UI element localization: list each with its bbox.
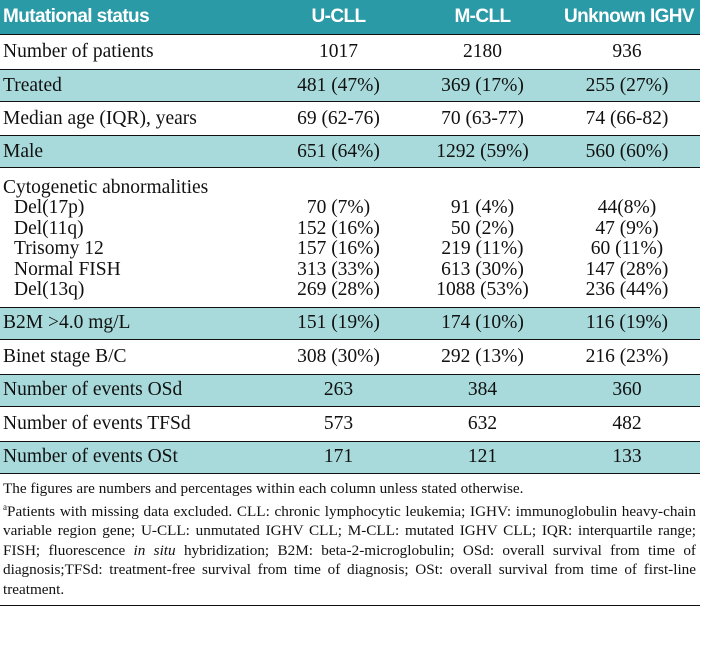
table-row: Number of events OSt 171 121 133 bbox=[0, 440, 700, 473]
cytogenetics-title: Cytogenetic abnormalities bbox=[0, 167, 266, 198]
row-label: B2M >4.0 mg/L bbox=[0, 306, 266, 339]
cell-unknown-ighv: 216 (23%) bbox=[554, 338, 700, 374]
header-u-cll: U-CLL bbox=[266, 0, 411, 35]
footnote-line-2: aPatients with missing data excluded. CL… bbox=[3, 501, 696, 598]
cell-m-cll: 632 bbox=[411, 405, 554, 441]
header-mutational-status: Mutational status bbox=[0, 0, 266, 35]
cell-unknown-ighv: 47 (9%) bbox=[595, 217, 659, 239]
table-row: B2M >4.0 mg/L 151 (19%) 174 (10%) 116 (1… bbox=[0, 306, 700, 339]
cell-unknown-ighv: 482 bbox=[554, 405, 700, 441]
cell-unknown-ighv: 236 (44%) bbox=[585, 279, 669, 301]
cell-m-cll: 384 bbox=[411, 373, 554, 406]
table-row: Number of patients 1017 2180 936 bbox=[0, 34, 700, 70]
table-row: Del(13q) 269 (28%) 1088 (53%) 236 (44%) bbox=[0, 280, 700, 307]
cell-unknown-ighv: 360 bbox=[554, 373, 700, 406]
table-container: Mutational status U-CLL M-CLL Unknown IG… bbox=[0, 0, 700, 606]
cell-m-cll: 1292 (59%) bbox=[411, 135, 554, 168]
cell-unknown-ighv: 936 bbox=[554, 34, 700, 70]
cell-u-cll: 651 (64%) bbox=[266, 135, 411, 168]
cytogenetics-title-row: Cytogenetic abnormalities bbox=[0, 167, 700, 198]
cell-unknown-ighv: 116 (19%) bbox=[554, 306, 700, 339]
cell-u-cll: 269 (28%) bbox=[297, 279, 380, 301]
row-label: Del(11q) bbox=[14, 217, 84, 239]
cell-u-cll: 1017 bbox=[266, 34, 411, 70]
table-header-row: Mutational status U-CLL M-CLL Unknown IG… bbox=[0, 0, 700, 35]
cell-m-cll: 613 (30%) bbox=[441, 258, 524, 280]
table-row: Del(17p) 70 (7%) 91 (4%) 44(8%) bbox=[0, 198, 700, 219]
row-label: Treated bbox=[0, 69, 266, 102]
cell-m-cll: 70 (63-77) bbox=[411, 101, 554, 136]
table-row: Treated 481 (47%) 369 (17%) 255 (27%) bbox=[0, 69, 700, 102]
row-label: Number of events OSt bbox=[0, 440, 266, 473]
cell-u-cll: 152 (16%) bbox=[297, 217, 380, 239]
table-row: Trisomy 12 157 (16%) 219 (11%) 60 (11%) bbox=[0, 239, 700, 260]
cell-u-cll: 171 bbox=[266, 440, 411, 473]
table-row: Median age (IQR), years 69 (62-76) 70 (6… bbox=[0, 101, 700, 136]
cell-m-cll: 2180 bbox=[411, 34, 554, 70]
row-label: Number of events TFSd bbox=[0, 405, 266, 441]
row-label: Male bbox=[0, 135, 266, 168]
cell-m-cll: 91 (4%) bbox=[450, 197, 515, 219]
cell-unknown-ighv: 133 bbox=[554, 440, 700, 473]
row-label: Median age (IQR), years bbox=[0, 101, 266, 136]
table-row: Binet stage B/C 308 (30%) 292 (13%) 216 … bbox=[0, 338, 700, 374]
header-m-cll: M-CLL bbox=[411, 0, 554, 35]
table-footnote: The figures are numbers and percentages … bbox=[0, 472, 700, 606]
row-label: Del(17p) bbox=[14, 197, 85, 219]
cell-u-cll: 69 (62-76) bbox=[266, 101, 411, 136]
table-row: Number of events OSd 263 384 360 bbox=[0, 373, 700, 406]
table-row: Number of events TFSd 573 632 482 bbox=[0, 405, 700, 441]
cell-unknown-ighv: 44(8%) bbox=[597, 197, 657, 219]
row-label: Trisomy 12 bbox=[14, 238, 104, 260]
cell-unknown-ighv: 255 (27%) bbox=[554, 69, 700, 102]
cell-u-cll: 157 (16%) bbox=[297, 238, 380, 260]
cell-unknown-ighv: 74 (66-82) bbox=[554, 101, 700, 136]
cell-m-cll: 121 bbox=[411, 440, 554, 473]
cell-u-cll: 151 (19%) bbox=[266, 306, 411, 339]
row-label: Normal FISH bbox=[14, 258, 121, 280]
cell-m-cll: 50 (2%) bbox=[450, 217, 515, 239]
table-row: Male 651 (64%) 1292 (59%) 560 (60%) bbox=[0, 135, 700, 168]
cell-u-cll: 313 (33%) bbox=[297, 258, 380, 280]
row-label: Number of events OSd bbox=[0, 373, 266, 406]
cell-u-cll: 481 (47%) bbox=[266, 69, 411, 102]
row-label: Del(13q) bbox=[14, 279, 85, 301]
cell-unknown-ighv: 560 (60%) bbox=[554, 135, 700, 168]
cell-m-cll: 1088 (53%) bbox=[436, 279, 529, 301]
row-label: Number of patients bbox=[0, 34, 266, 70]
table-notes-row: The figures are numbers and percentages … bbox=[0, 472, 700, 606]
cell-u-cll: 573 bbox=[266, 405, 411, 441]
cell-u-cll: 70 (7%) bbox=[306, 197, 371, 219]
footnote-line-1: The figures are numbers and percentages … bbox=[3, 479, 524, 497]
cell-m-cll: 219 (11%) bbox=[441, 238, 524, 260]
cell-unknown-ighv: 60 (11%) bbox=[590, 238, 664, 260]
table-row: Del(11q) 152 (16%) 50 (2%) 47 (9%) bbox=[0, 217, 700, 240]
cell-unknown-ighv: 147 (28%) bbox=[585, 258, 669, 280]
patient-characteristics-table: Mutational status U-CLL M-CLL Unknown IG… bbox=[0, 0, 700, 606]
cell-m-cll: 292 (13%) bbox=[411, 338, 554, 374]
footnote-marker: a bbox=[3, 501, 7, 512]
row-label: Binet stage B/C bbox=[0, 338, 266, 374]
cell-m-cll: 174 (10%) bbox=[411, 306, 554, 339]
header-unknown-ighv: Unknown IGHV bbox=[554, 0, 700, 35]
cell-u-cll: 263 bbox=[266, 373, 411, 406]
cell-u-cll: 308 (30%) bbox=[266, 338, 411, 374]
table-row: Normal FISH 313 (33%) 613 (30%) 147 (28%… bbox=[0, 258, 700, 281]
cell-m-cll: 369 (17%) bbox=[411, 69, 554, 102]
